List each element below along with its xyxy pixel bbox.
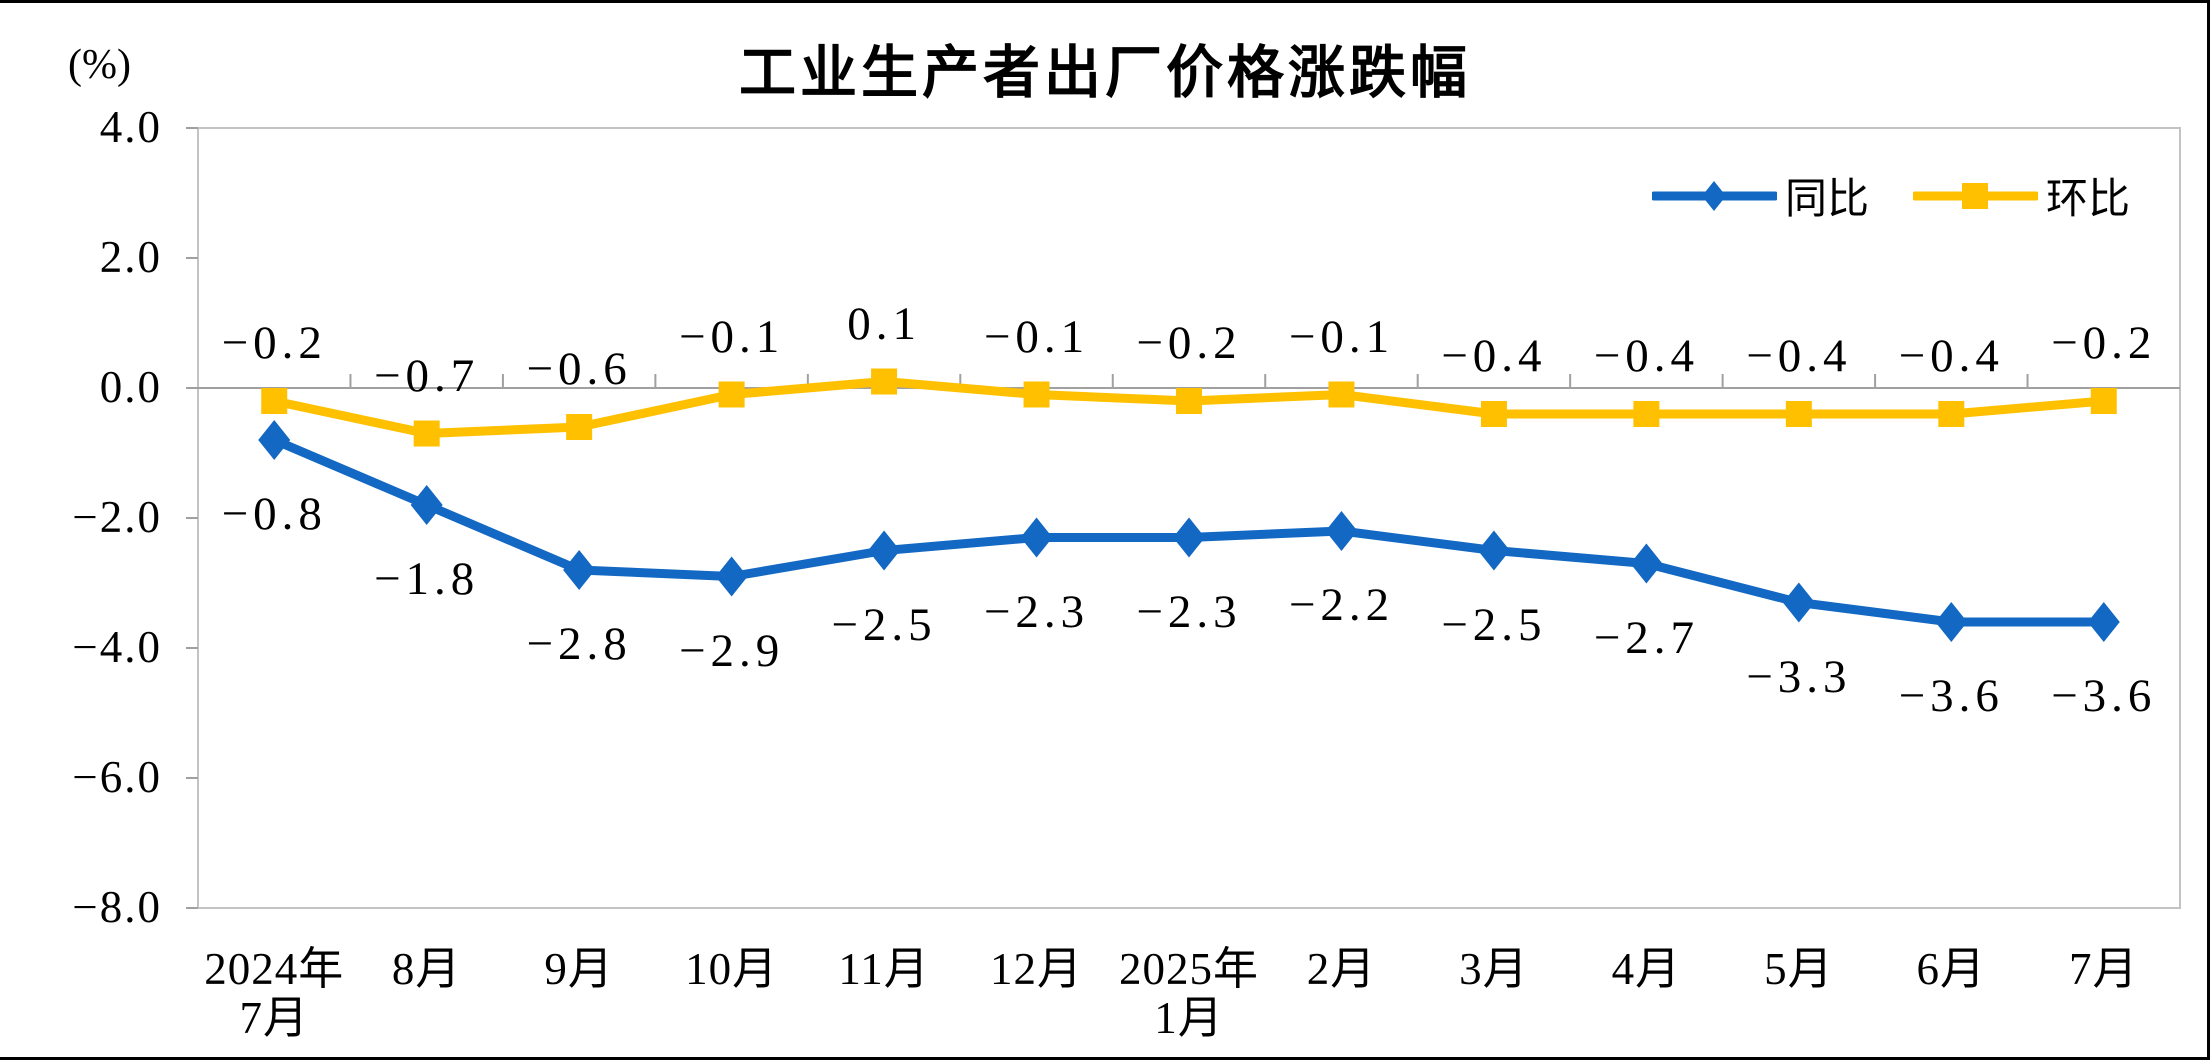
mom-marker <box>718 381 745 408</box>
yoy-marker <box>1020 517 1053 558</box>
yoy-data-label: −2.7 <box>1593 611 1700 664</box>
yoy-marker <box>1325 511 1358 551</box>
y-tick-label: −2.0 <box>72 491 162 542</box>
yoy-marker <box>1935 602 1968 642</box>
mom-marker <box>1785 401 1812 427</box>
mom-marker <box>2090 388 2117 414</box>
mom-data-label: −0.2 <box>1136 317 1242 369</box>
y-tick-label: 4.0 <box>99 101 162 152</box>
y-axis-unit-label: (%) <box>68 42 131 88</box>
yoy-data-label: −2.5 <box>1441 598 1547 651</box>
yoy-marker <box>1782 582 1815 623</box>
mom-marker <box>1328 381 1355 408</box>
mom-data-label: −0.2 <box>221 317 327 369</box>
y-tick-label: 0.0 <box>99 361 162 412</box>
x-tick-label: 3月 <box>1459 944 1529 994</box>
mom-data-label: −0.1 <box>1288 310 1395 363</box>
yoy-marker <box>715 556 748 597</box>
yoy-marker <box>2087 602 2120 642</box>
mom-marker <box>261 388 288 414</box>
legend-label: 同比 <box>1785 175 1870 222</box>
x-tick-label: 9月 <box>544 944 614 994</box>
yoy-data-label: −1.8 <box>374 553 480 605</box>
yoy-data-label: −2.9 <box>678 624 785 677</box>
mom-marker <box>413 420 440 447</box>
legend-label: 环比 <box>2046 175 2131 222</box>
legend-item-mom: 环比 <box>1913 165 2130 226</box>
x-tick-label: 8月 <box>391 944 462 994</box>
yoy-data-label: −2.2 <box>1288 579 1395 631</box>
x-tick-label: 2月 <box>1306 944 1377 994</box>
yoy-marker <box>258 420 291 460</box>
mom-data-label: −0.4 <box>1898 330 2004 382</box>
mom-marker <box>1938 401 1965 427</box>
yoy-data-label: −3.6 <box>1898 670 2004 722</box>
plot-area <box>186 127 2181 909</box>
yoy-data-label: −2.5 <box>831 598 937 651</box>
mom-marker <box>566 414 593 440</box>
mom-data-label: −0.4 <box>1746 330 1852 382</box>
mom-marker <box>1176 388 1202 414</box>
legend-item-yoy: 同比 <box>1652 165 1869 226</box>
yoy-marker <box>1630 543 1663 584</box>
mom-data-label: −0.4 <box>1593 330 1700 382</box>
y-tick-label: −4.0 <box>72 621 162 672</box>
yoy-data-label: −3.6 <box>2051 670 2157 722</box>
x-tick-label: 2025年 1月 <box>1118 944 1260 1043</box>
mom-data-label: 0.1 <box>847 297 921 350</box>
mom-marker <box>1023 381 1050 408</box>
x-tick-label: 5月 <box>1764 944 1834 994</box>
y-tick-label: 2.0 <box>99 231 162 282</box>
yoy-data-label: −2.3 <box>1136 585 1242 638</box>
x-tick-label: 12月 <box>990 944 1084 994</box>
yoy-data-label: −2.3 <box>983 585 1090 638</box>
yoy-data-label: −0.8 <box>221 488 327 540</box>
mom-data-label: −0.6 <box>526 343 632 395</box>
mom-marker <box>871 368 898 395</box>
mom-legend-marker-icon <box>1913 182 2039 209</box>
chart-legend: 同比 环比 <box>1652 165 2130 226</box>
x-tick-label: 11月 <box>838 944 930 994</box>
mom-data-label: −0.1 <box>983 310 1090 363</box>
yoy-marker <box>1477 530 1510 571</box>
yoy-marker <box>563 550 596 590</box>
chart-title: 工业生产者出厂价格涨跌幅 <box>739 41 1471 105</box>
yoy-marker <box>1173 517 1205 558</box>
yoy-data-label: −2.8 <box>526 618 632 670</box>
y-tick-label: −8.0 <box>72 881 162 932</box>
mom-data-label: −0.2 <box>2051 317 2157 369</box>
y-tick-label: −6.0 <box>72 751 162 802</box>
yoy-data-label: −3.3 <box>1746 650 1852 703</box>
mom-data-label: −0.4 <box>1441 330 1547 382</box>
x-tick-label: 10月 <box>685 944 779 994</box>
x-tick-label: 6月 <box>1916 944 1987 994</box>
x-tick-label: 7月 <box>2069 944 2139 994</box>
mom-data-label: −0.7 <box>374 349 480 402</box>
yoy-marker <box>410 485 443 525</box>
x-tick-label: 4月 <box>1611 944 1682 994</box>
x-tick-label: 2024年 7月 <box>204 944 345 1043</box>
mom-marker <box>1633 401 1660 427</box>
yoy-marker <box>868 530 901 571</box>
yoy-legend-marker-icon <box>1652 180 1777 211</box>
mom-marker <box>1480 401 1507 427</box>
mom-data-label: −0.1 <box>678 310 785 363</box>
